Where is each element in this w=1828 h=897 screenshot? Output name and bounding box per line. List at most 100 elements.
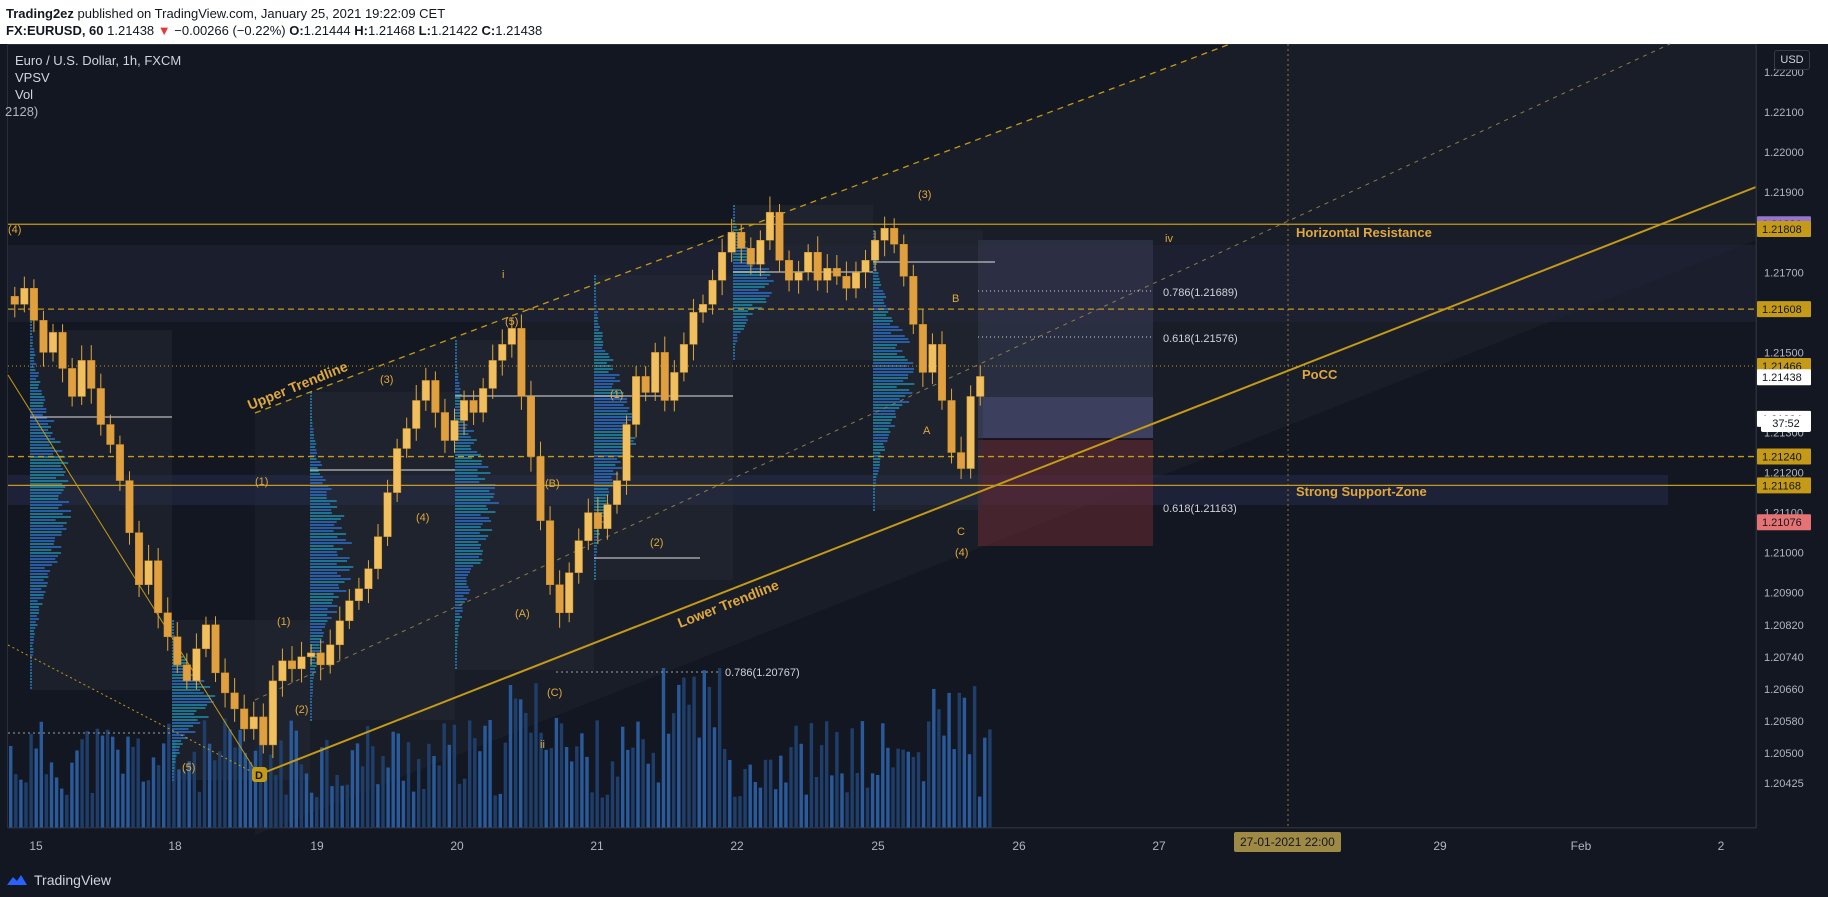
vp-bar xyxy=(873,461,880,463)
vp-bar xyxy=(733,259,751,261)
vp-bar xyxy=(455,541,479,543)
publisher-name[interactable]: Trading2ez xyxy=(6,6,74,21)
volume-bar xyxy=(508,685,513,828)
currency-button[interactable]: USD xyxy=(1774,50,1810,70)
indicator-vpsv[interactable]: VPSV xyxy=(15,70,50,85)
candle-body xyxy=(20,288,29,305)
vp-bar xyxy=(30,525,64,527)
volume-bar xyxy=(570,761,574,828)
price-badge-bg xyxy=(1757,448,1811,465)
vp-bar xyxy=(30,339,33,341)
volume-bar xyxy=(692,676,696,828)
vp-bar xyxy=(310,416,312,418)
y-tick-label: 1.20500 xyxy=(1764,748,1804,760)
vp-bar xyxy=(873,434,889,436)
bar-countdown: 37:52 xyxy=(1761,416,1811,432)
candle-body xyxy=(58,332,67,369)
vp-bar xyxy=(310,596,339,598)
volume-bar xyxy=(213,760,217,828)
vp-bar xyxy=(30,522,67,524)
tradingview-brand[interactable]: TradingView xyxy=(6,872,111,888)
vp-bar xyxy=(310,524,335,526)
volume-bar xyxy=(146,780,151,828)
candle-body xyxy=(402,428,411,449)
vp-bar xyxy=(873,359,908,361)
candle-body xyxy=(794,272,803,281)
indicator-volume[interactable]: Vol xyxy=(15,87,34,102)
candle-body xyxy=(679,344,688,373)
price-chart[interactable]: Horizontal Resistance PoCC Strong Support-… xyxy=(0,0,1828,864)
vp-bar xyxy=(310,581,345,583)
candle-body xyxy=(526,396,535,457)
vp-bar xyxy=(310,413,312,415)
down-arrow-icon: ▼ xyxy=(157,23,171,38)
vp-bar xyxy=(310,542,352,544)
vp-bar xyxy=(455,514,481,516)
vp-bar xyxy=(310,476,323,478)
volume-bar xyxy=(447,744,451,828)
vp-bar xyxy=(30,546,62,548)
candle-body xyxy=(10,296,19,305)
vp-bar xyxy=(310,470,319,472)
volume-bar xyxy=(534,683,538,828)
volume-bar xyxy=(228,729,232,828)
vp-bar xyxy=(310,584,339,586)
vp-bar xyxy=(455,538,487,540)
vp-bar xyxy=(873,347,896,349)
candle-body xyxy=(144,560,153,585)
volume-bar xyxy=(728,760,732,828)
vp-bar xyxy=(455,631,459,633)
vp-bar xyxy=(733,322,747,324)
vp-bar xyxy=(30,636,34,638)
volume-bar xyxy=(814,777,819,828)
vp-bar xyxy=(172,668,187,670)
vp-bar xyxy=(873,266,876,268)
volume-bar xyxy=(860,721,865,828)
wave-label: iv xyxy=(1165,233,1173,245)
volume-bar xyxy=(825,721,829,828)
vp-bar xyxy=(30,501,69,503)
vp-bar xyxy=(455,487,495,489)
vp-bar xyxy=(310,593,334,595)
low-label: L: xyxy=(418,23,431,38)
vp-bar xyxy=(594,476,612,478)
vp-bar xyxy=(873,449,885,451)
vp-bar xyxy=(455,628,459,630)
vp-bar xyxy=(594,296,597,298)
vp-bar xyxy=(873,311,889,313)
vp-bar xyxy=(594,290,596,292)
vp-bar xyxy=(310,461,321,463)
vp-bar xyxy=(310,638,322,640)
vp-bar xyxy=(733,280,774,282)
wave-label: (1) xyxy=(277,616,290,628)
vp-bar xyxy=(455,505,487,507)
high-label: H: xyxy=(354,23,369,38)
volume-bar xyxy=(748,764,752,828)
candle-body xyxy=(689,312,698,345)
vp-bar xyxy=(30,441,61,443)
volume-bar xyxy=(733,796,737,828)
vp-bar xyxy=(30,375,39,377)
candle-body xyxy=(488,360,497,389)
volume-bar xyxy=(304,773,309,828)
indicator-hidden[interactable]: 2128) xyxy=(5,104,39,119)
vp-bar xyxy=(310,560,347,562)
volume-bar xyxy=(666,733,671,828)
vp-bar xyxy=(455,376,459,378)
fib-0786-label: 0.786(1.21689) xyxy=(1163,287,1238,299)
vp-bar xyxy=(873,320,893,322)
vp-bar xyxy=(310,395,312,397)
vp-bar xyxy=(873,377,908,379)
vp-bar xyxy=(455,454,481,456)
vp-bar xyxy=(172,758,176,760)
vp-bar xyxy=(455,619,460,621)
volume-bar xyxy=(182,770,186,828)
vp-bar xyxy=(594,329,599,331)
series-title[interactable]: Euro / U.S. Dollar, 1h, FXCM xyxy=(15,53,182,68)
vp-bar xyxy=(594,428,626,430)
candle-body xyxy=(201,624,210,650)
vp-bar xyxy=(594,380,621,382)
vp-bar xyxy=(310,545,334,547)
volume-bar xyxy=(539,732,543,828)
vp-bar xyxy=(455,379,458,381)
